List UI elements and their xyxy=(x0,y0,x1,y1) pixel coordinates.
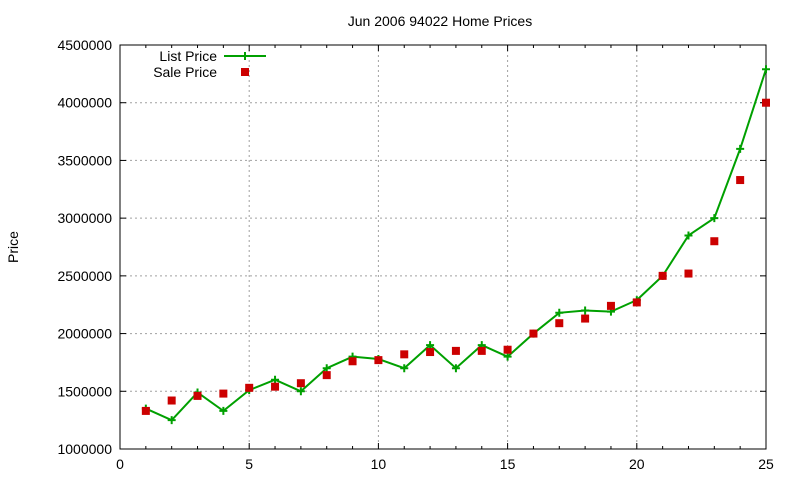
y-axis-title: Price xyxy=(5,231,21,263)
series-0 xyxy=(141,65,770,425)
legend-label: List Price xyxy=(159,48,217,64)
sale-price-point xyxy=(581,314,590,323)
list-price-point xyxy=(581,306,590,315)
sale-price-point xyxy=(606,301,615,310)
list-price-point xyxy=(167,416,176,425)
list-price-point xyxy=(271,375,280,384)
sale-price-point xyxy=(477,346,486,355)
sale-price-point xyxy=(736,176,745,185)
y-tick-label: 2500000 xyxy=(57,268,112,284)
list-price-point xyxy=(684,231,693,240)
list-price-point xyxy=(736,144,745,153)
x-tick-label: 10 xyxy=(371,456,387,472)
sale-price-point xyxy=(400,350,409,359)
sale-price-point xyxy=(710,237,719,246)
sale-price-point xyxy=(503,345,512,354)
x-tick-label: 15 xyxy=(500,456,516,472)
list-price-point xyxy=(710,214,719,223)
x-tick-label: 20 xyxy=(629,456,645,472)
series-1 xyxy=(141,98,770,415)
legend-cross-swatch xyxy=(241,52,249,60)
list-price-point xyxy=(762,65,770,74)
sale-price-point xyxy=(451,346,460,355)
sale-price-point xyxy=(426,348,435,357)
y-tick-label: 1500000 xyxy=(57,383,112,399)
plot-frame xyxy=(119,44,767,450)
list-price-point xyxy=(503,352,512,361)
sale-price-point xyxy=(658,271,667,280)
y-tick-label: 4000000 xyxy=(57,95,112,111)
list-price-point xyxy=(555,308,564,317)
legend-square-swatch xyxy=(241,68,249,76)
y-tick-label: 1000000 xyxy=(57,441,112,457)
sale-price-point xyxy=(141,406,150,415)
x-tick-label: 25 xyxy=(758,456,774,472)
sale-price-point xyxy=(762,98,770,107)
list-price-point xyxy=(296,387,305,396)
sale-price-point xyxy=(632,298,641,307)
sale-price-point xyxy=(348,357,357,366)
sale-price-point xyxy=(167,396,176,405)
list-price-point xyxy=(322,364,331,373)
y-tick-label: 4500000 xyxy=(57,37,112,53)
list-price-point xyxy=(426,341,435,350)
y-tick-label: 3500000 xyxy=(57,152,112,168)
y-tick-label: 2000000 xyxy=(57,326,112,342)
sale-price-point xyxy=(296,379,305,388)
sale-price-point xyxy=(529,329,538,338)
list-price-point xyxy=(219,406,228,415)
sale-price-point xyxy=(193,391,202,400)
sale-price-point xyxy=(245,383,254,392)
legend-label: Sale Price xyxy=(153,64,217,80)
sale-price-point xyxy=(322,371,331,380)
sale-price-point xyxy=(271,382,280,391)
sale-price-point xyxy=(684,269,693,278)
y-tick-label: 3000000 xyxy=(57,210,112,226)
axis-ticks: 0 5 10 15 20 25 1000000 1500000 2000000 2500000 30… xyxy=(57,37,774,472)
chart-title: Jun 2006 94022 Home Prices xyxy=(348,13,532,29)
list-price-point xyxy=(451,364,460,373)
series-layer xyxy=(141,65,770,425)
sale-price-point xyxy=(555,319,564,328)
grid xyxy=(120,45,766,449)
sale-price-point xyxy=(374,356,383,365)
x-tick-label: 5 xyxy=(245,456,253,472)
list-price-point xyxy=(400,364,409,373)
sale-price-point xyxy=(219,389,228,398)
x-tick-label: 0 xyxy=(116,456,124,472)
